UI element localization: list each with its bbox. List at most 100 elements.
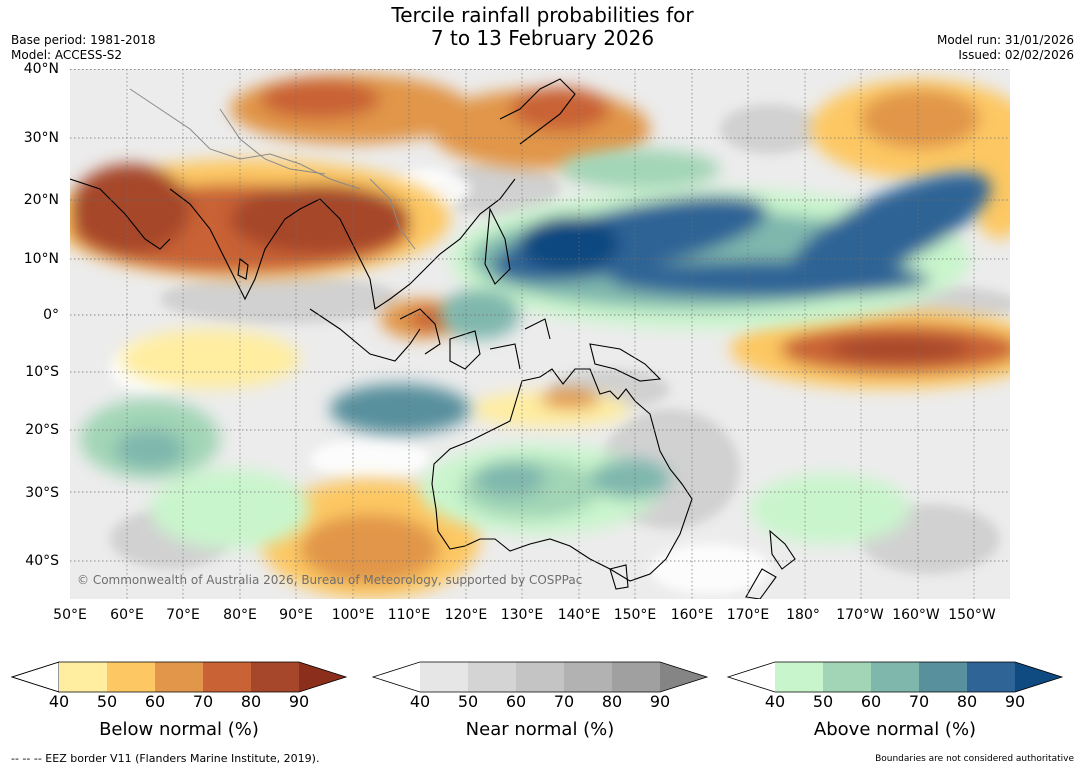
below-swatch [155,662,203,692]
below-swatch [59,662,107,692]
above-swatch [775,662,823,692]
graticule [70,69,1010,599]
above-swatch [919,662,967,692]
below-swatch [251,662,299,692]
below-outline [10,661,348,693]
base-period: Base period: 1981-2018 [11,33,156,47]
lon-label: 140°E [557,607,601,623]
near-swatch [420,662,468,692]
below-normal-title: Below normal (%) [99,719,259,740]
above-tick: 80 [956,692,978,711]
japan-coast [499,78,576,145]
above-swatch [823,662,871,692]
lon-label: 110°E [387,607,431,623]
lon-label: 180° [786,607,820,623]
lat-label: 20°N [23,192,59,208]
near-swatch [468,662,516,692]
lon-label: 70°E [166,607,200,623]
indonesia-islands [309,207,551,370]
australia-coast [431,368,693,582]
below-tick: 50 [96,692,118,711]
lon-label: 130°E [500,607,544,623]
lon-label: 50°E [53,607,87,623]
near-tick: 50 [457,692,479,711]
near-tick: 70 [553,692,575,711]
model-run: Model run: 31/01/2026 [936,33,1074,47]
colorbar-near [371,661,709,693]
near-normal-title: Near normal (%) [465,719,615,740]
lon-label: 120°E [444,607,488,623]
lat-label: 0° [43,307,59,323]
near-tick: 60 [505,692,527,711]
above-min-triangle [728,662,775,692]
lon-label: 160°E [670,607,714,623]
above-tick: 40 [764,692,786,711]
below-max-triangle [299,662,346,692]
near-outline [371,661,709,693]
lon-label: 150°E [613,607,657,623]
lon-label: 170°W [836,607,884,623]
below-tick: 90 [288,692,310,711]
papua-coast [589,343,662,382]
lat-label: 20°S [25,422,59,438]
colorbar-below [10,661,348,693]
lon-label: 150°W [948,607,996,623]
southeast-asia-coast [319,178,516,310]
probability-map[interactable] [70,69,1010,599]
lon-label: 170°E [726,607,770,623]
lon-label: 90°E [279,607,313,623]
above-tick: 90 [1004,692,1026,711]
issued-date: Issued: 02/02/2026 [958,48,1074,62]
near-swatch [564,662,612,692]
below-swatch [107,662,155,692]
eez-border-note: -- -- -- EEZ border V11 (Flanders Marine… [11,752,320,765]
india-coast [169,188,321,301]
above-tick: 70 [908,692,930,711]
below-tick: 40 [48,692,70,711]
meta-left: Base period: 1981-2018 Model: ACCESS-S2 [11,33,156,63]
copyright-notice: © Commonwealth of Australia 2026, Bureau… [77,573,583,587]
below-min-triangle [10,661,60,693]
tasmania-coast [609,564,629,590]
above-swatch [967,662,1015,692]
map-title: Tercile rainfall probabilities for 7 to … [0,4,1085,50]
near-tick: 80 [601,692,623,711]
near-swatch [612,662,660,692]
colorbars [10,661,1064,693]
boundaries-disclaimer: Boundaries are not considered authoritat… [875,754,1074,764]
meta-right: Model run: 31/01/2026 Issued: 02/02/2026 [937,33,1074,63]
coastlines [70,78,796,599]
country-borders [129,88,416,250]
lat-label: 40°N [23,61,59,77]
lat-label: 40°S [25,553,59,569]
lon-label: 80°E [223,607,257,623]
near-swatch [516,662,564,692]
above-tick: 50 [812,692,834,711]
near-tick: 40 [409,692,431,711]
title-line-2: 7 to 13 February 2026 [430,26,655,50]
colorbar-above [726,661,1064,693]
near-tick: 90 [649,692,671,711]
below-tick: 60 [144,692,166,711]
lat-label: 30°S [25,485,59,501]
above-max-triangle [1015,662,1062,692]
below-tick: 80 [240,692,262,711]
sri-lanka-coast [237,257,249,280]
above-normal-title: Above normal (%) [813,719,977,740]
title-line-1: Tercile rainfall probabilities for [391,3,694,27]
lon-label: 160°W [892,607,940,623]
lat-label: 10°S [25,364,59,380]
lon-label: 100°E [331,607,375,623]
near-max-triangle [660,662,707,692]
model-name: Model: ACCESS-S2 [11,48,123,62]
new-zealand-coast [745,529,796,599]
arabian-coast [70,178,171,250]
below-tick: 70 [192,692,214,711]
near-min-triangle [373,662,420,692]
lat-label: 10°N [23,251,59,267]
above-swatch [871,662,919,692]
lat-label: 30°N [23,130,59,146]
lon-label: 60°E [110,607,144,623]
below-swatch [203,662,251,692]
above-outline [726,661,1064,693]
